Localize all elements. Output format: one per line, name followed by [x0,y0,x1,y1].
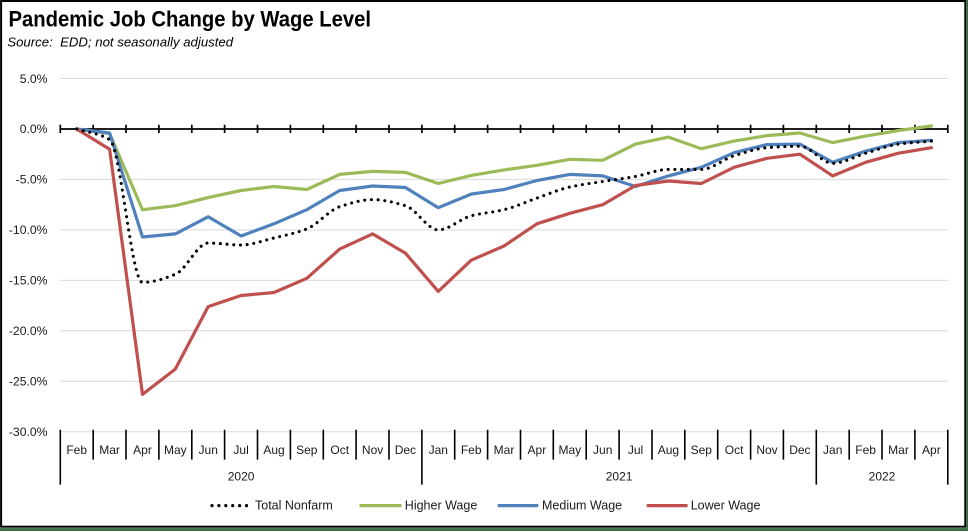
svg-text:May: May [558,443,581,457]
svg-text:Apr: Apr [528,443,547,457]
svg-text:Jul: Jul [233,443,248,457]
svg-text:Feb: Feb [66,443,87,457]
svg-text:May: May [164,443,187,457]
svg-text:Mar: Mar [494,443,515,457]
svg-text:Source: EDD; not seasonally a: Source: EDD; not seasonally adjusted [7,34,233,49]
svg-text:Medium Wage: Medium Wage [542,499,622,513]
svg-text:Dec: Dec [789,443,810,457]
svg-text:5.0%: 5.0% [20,72,48,86]
svg-text:Apr: Apr [133,443,152,457]
svg-text:-30.0%: -30.0% [9,425,48,439]
svg-text:-15.0%: -15.0% [9,274,48,288]
svg-text:Sep: Sep [296,443,318,457]
svg-text:Total Nonfarm: Total Nonfarm [255,499,333,513]
svg-text:Nov: Nov [362,443,383,457]
svg-text:Dec: Dec [395,443,416,457]
svg-text:Jan: Jan [823,443,842,457]
svg-text:Jul: Jul [628,443,643,457]
svg-text:Apr: Apr [922,443,941,457]
svg-text:Nov: Nov [756,443,777,457]
svg-text:Mar: Mar [99,443,120,457]
svg-text:Pandemic Job Change by Wage Le: Pandemic Job Change by Wage Level [9,7,371,32]
svg-text:Aug: Aug [658,443,679,457]
svg-text:Oct: Oct [330,443,349,457]
svg-text:Lower Wage: Lower Wage [691,499,761,513]
svg-text:Jan: Jan [429,443,448,457]
svg-text:0.0%: 0.0% [20,122,48,136]
svg-text:Jun: Jun [199,443,218,457]
svg-text:Aug: Aug [263,443,284,457]
svg-text:2021: 2021 [606,470,633,484]
svg-text:Feb: Feb [461,443,482,457]
svg-text:-10.0%: -10.0% [9,223,48,237]
svg-text:Oct: Oct [725,443,744,457]
svg-text:Feb: Feb [855,443,876,457]
svg-text:-5.0%: -5.0% [16,173,48,187]
svg-text:Higher Wage: Higher Wage [405,499,478,513]
svg-text:-20.0%: -20.0% [9,324,48,338]
svg-text:2020: 2020 [228,470,255,484]
svg-text:2022: 2022 [869,470,896,484]
svg-text:Sep: Sep [691,443,713,457]
svg-text:Mar: Mar [888,443,909,457]
svg-text:Jun: Jun [593,443,612,457]
svg-text:-25.0%: -25.0% [9,374,48,388]
